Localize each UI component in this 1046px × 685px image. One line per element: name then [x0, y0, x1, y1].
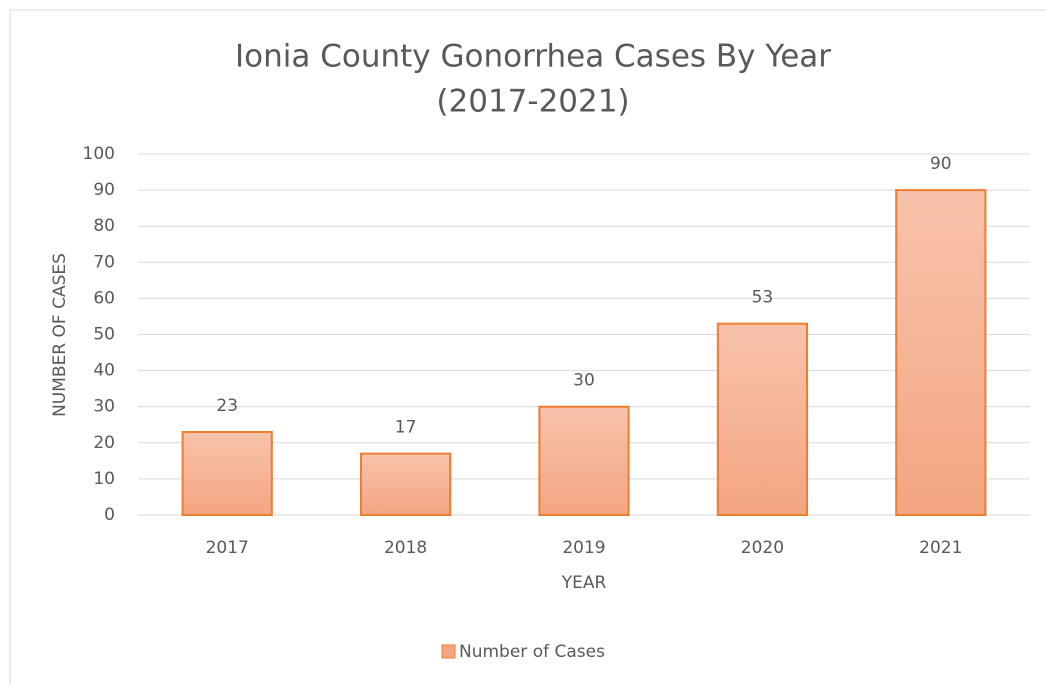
y-tick-label: 60 [93, 288, 115, 308]
y-tick-label: 0 [104, 505, 115, 525]
y-tick-label: 80 [93, 216, 115, 236]
bar [360, 452, 452, 517]
chart-frame [9, 9, 1046, 685]
data-label: 90 [930, 154, 952, 174]
data-label: 30 [573, 371, 595, 391]
y-tick-label: 30 [93, 397, 115, 417]
x-tick-label: 2021 [919, 538, 962, 558]
legend-label: Number of Cases [459, 642, 605, 662]
y-tick-label: 20 [93, 433, 115, 453]
bar [895, 189, 987, 516]
x-tick-label: 2018 [384, 538, 427, 558]
bar [716, 322, 808, 517]
x-tick-label: 2019 [562, 538, 605, 558]
x-axis-label: YEAR [561, 573, 607, 593]
chart-title: (2017-2021) [436, 84, 629, 120]
y-tick-label: 10 [93, 469, 115, 489]
bar [538, 405, 630, 517]
chart-title: Ionia County Gonorrhea Cases By Year [235, 39, 831, 75]
legend-swatch [441, 644, 456, 659]
y-axis-label: NUMBER OF CASES [50, 253, 70, 417]
data-label: 23 [216, 396, 238, 416]
x-tick-label: 2017 [206, 538, 249, 558]
y-tick-label: 90 [93, 180, 115, 200]
bar [181, 430, 273, 516]
y-tick-label: 40 [93, 361, 115, 381]
data-label: 17 [395, 418, 417, 438]
y-tick-label: 100 [83, 144, 115, 164]
y-tick-label: 50 [93, 325, 115, 345]
y-tick-label: 70 [93, 252, 115, 272]
data-label: 53 [752, 288, 774, 308]
x-tick-label: 2020 [741, 538, 784, 558]
